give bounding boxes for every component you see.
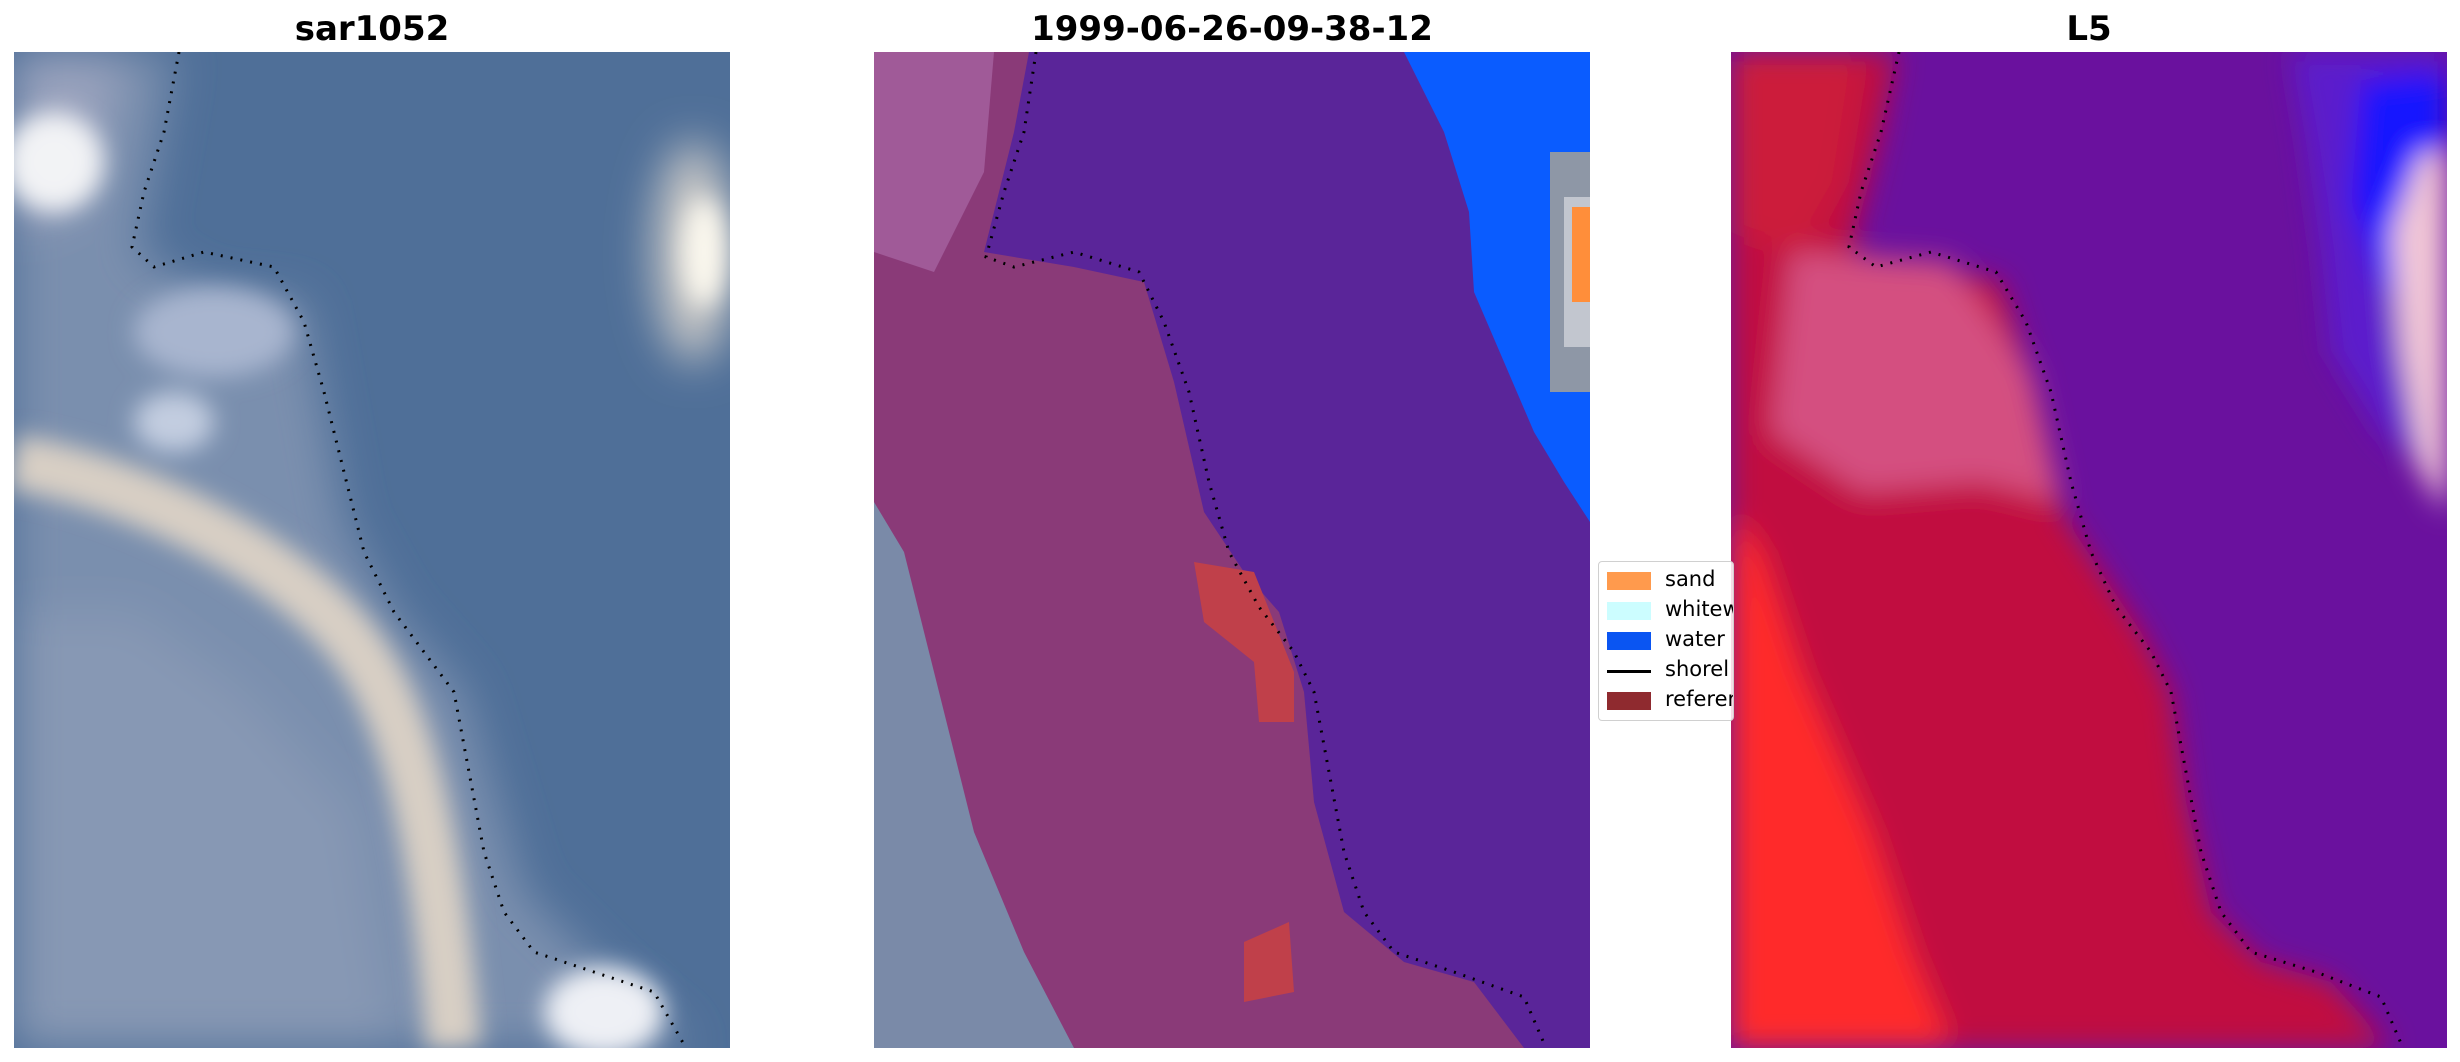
legend-label-sand: sand — [1665, 567, 1716, 591]
index-image — [1731, 52, 2447, 1048]
classified-image — [874, 52, 1590, 1048]
shoreline-rgb — [130, 52, 688, 1048]
legend-item-shoreline: shorel — [1599, 656, 1733, 686]
legend-label-water: water — [1665, 627, 1725, 651]
legend-swatch-whitewater — [1607, 602, 1651, 620]
legend-label-whitewater: whitew — [1665, 597, 1734, 621]
legend-line-shoreline — [1607, 670, 1651, 673]
legend-item-sand: sand — [1599, 566, 1733, 596]
legend-label-reference: referen — [1665, 687, 1734, 711]
rgb-image — [14, 52, 730, 1048]
legend-item-reference: referen — [1599, 686, 1734, 716]
index-image-panel — [1731, 52, 2447, 1048]
shoreline-classified — [984, 52, 1548, 1048]
legend-swatch-reference — [1607, 692, 1651, 710]
classified-image-panel — [874, 52, 1590, 1048]
legend-item-whitewater: whitew — [1599, 596, 1734, 626]
panel-title-classified: 1999-06-26-09-38-12 — [1031, 9, 1433, 49]
legend: sand whitew water shorel referen — [1598, 561, 1734, 721]
panel-title-index: L5 — [2066, 9, 2112, 49]
rgb-image-panel — [14, 52, 730, 1048]
legend-swatch-sand — [1607, 572, 1651, 590]
legend-label-shoreline: shorel — [1665, 657, 1730, 681]
legend-swatch-water — [1607, 632, 1651, 650]
legend-item-water: water — [1599, 626, 1733, 656]
panel-title-rgb: sar1052 — [294, 9, 450, 49]
